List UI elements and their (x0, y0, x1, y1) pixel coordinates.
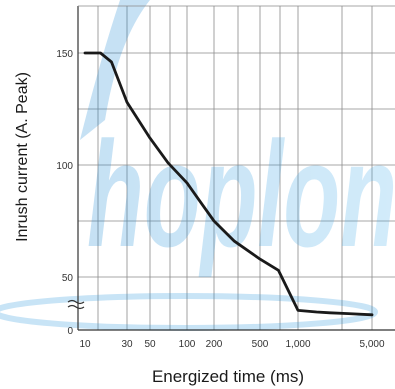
tick-labels: 10 30 50 100 200 500 1,000 5,000 0 50 100 150 (56, 49, 385, 350)
y-axis-break-marker (67, 299, 85, 310)
x-tick-label: 1,000 (285, 339, 310, 350)
x-tick-label: 30 (121, 339, 133, 350)
inrush-current-curve (83, 51, 374, 317)
watermark-logo: hoplon (0, 0, 395, 331)
x-tick-label: 5,000 (359, 339, 384, 350)
plot-grid (78, 6, 395, 330)
x-tick-label: 500 (252, 339, 269, 350)
x-axis-label: Energized time (ms) (152, 367, 304, 386)
y-tick-label: 0 (67, 326, 73, 337)
y-tick-label: 100 (56, 161, 73, 172)
svg-text:hoplon: hoplon (87, 110, 395, 278)
series-layer (83, 51, 374, 317)
x-tick-label: 10 (79, 339, 91, 350)
x-tick-label: 100 (179, 339, 196, 350)
y-tick-label: 150 (56, 49, 73, 60)
y-tick-label: 50 (62, 273, 74, 284)
x-tick-label: 200 (206, 339, 223, 350)
x-tick-label: 50 (144, 339, 156, 350)
y-axis-label: Inrush current (A. Peak) (14, 72, 31, 242)
plot-frame (77, 5, 395, 331)
